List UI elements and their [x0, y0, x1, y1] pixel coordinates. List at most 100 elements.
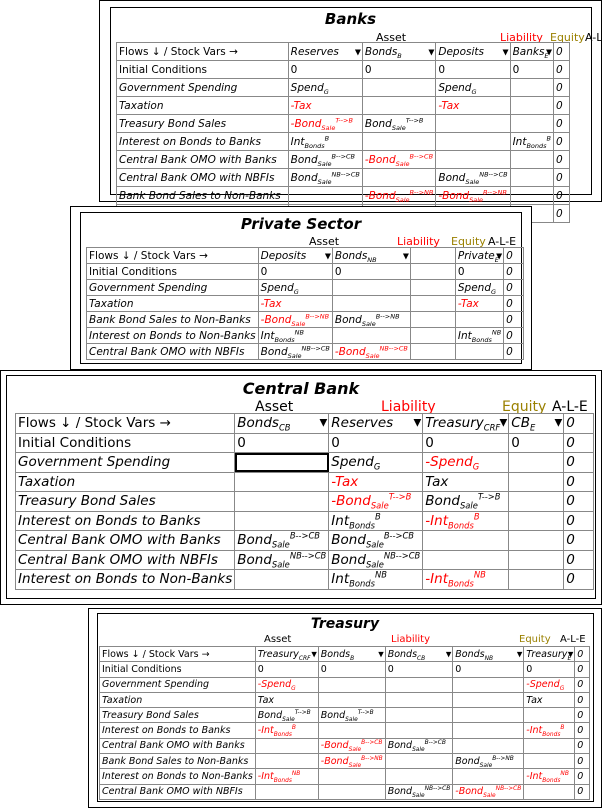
row-label[interactable]: Government Spending	[86, 279, 259, 296]
treasury-cell[interactable]: 0	[317, 661, 386, 678]
dropdown-arrow-icon[interactable]: ▼	[496, 251, 503, 260]
treasury-cell[interactable]: 0	[523, 661, 576, 678]
banks-cell[interactable]	[509, 78, 555, 97]
central-cell[interactable]: -IntBondsB	[422, 510, 510, 531]
banks-cell[interactable]: BondSaleB-->CB	[287, 150, 363, 169]
row-label[interactable]: Initial Conditions	[116, 60, 289, 79]
dropdown-arrow-icon[interactable]: ▼	[545, 47, 552, 56]
banks-cell[interactable]	[361, 78, 437, 97]
private-cell[interactable]: IntBondsNB	[257, 327, 333, 344]
treasury-c1-column-header[interactable]: TreasuryCRF ▼	[254, 645, 319, 663]
row-label[interactable]: Interest on Bonds to Non-Banks	[99, 768, 256, 785]
private-c3-column-header[interactable]: ▼	[409, 247, 456, 264]
banks-cell[interactable]: SpendG	[287, 78, 363, 97]
banks-cell[interactable]: 0	[435, 60, 511, 79]
treasury-cell[interactable]: 0	[384, 661, 454, 678]
private-c1-column-header[interactable]: Deposits ▼	[257, 247, 333, 264]
row-label[interactable]: Government Spending	[116, 78, 289, 97]
banks-cell[interactable]: -BondSaleT-->B	[287, 114, 363, 133]
private-cell[interactable]: 0	[331, 263, 411, 280]
banks-cell[interactable]: BondSaleNB-->CB	[435, 168, 511, 187]
row-label[interactable]: Central Bank OMO with NBFIs	[99, 783, 256, 800]
banks-cell[interactable]	[509, 186, 555, 205]
treasury-cell[interactable]	[384, 768, 454, 785]
treasury-cell[interactable]: -IntBondsNB	[523, 768, 576, 785]
central-cell[interactable]: IntBondsB	[328, 510, 424, 531]
private-cell[interactable]: SpendG	[454, 279, 505, 296]
banks-cell[interactable]: BondSaleT-->B	[361, 114, 437, 133]
treasury-cell[interactable]	[384, 691, 454, 709]
private-cell[interactable]	[409, 279, 456, 296]
private-cell[interactable]: -Tax	[257, 295, 333, 312]
banks-cell[interactable]	[509, 150, 555, 169]
dropdown-arrow-icon[interactable]: ▼	[311, 649, 317, 659]
private-cell[interactable]: 0	[257, 263, 333, 280]
central-cell[interactable]	[508, 530, 565, 551]
row-label[interactable]: Government Spending	[14, 452, 236, 473]
banks-c4-column-header[interactable]: BanksE ▼	[509, 42, 555, 61]
private-cell[interactable]: 0	[454, 263, 505, 280]
central-cell[interactable]	[234, 471, 330, 492]
row-label[interactable]: Treasury Bond Sales	[14, 491, 236, 512]
banks-cell[interactable]: 0	[287, 60, 363, 79]
treasury-cell[interactable]: Tax	[523, 691, 576, 709]
banks-cell[interactable]	[287, 186, 363, 205]
treasury-cell[interactable]	[384, 676, 454, 693]
row-label[interactable]: Interest on Bonds to Banks	[99, 722, 256, 739]
central-cell[interactable]	[234, 510, 330, 531]
treasury-cell[interactable]	[384, 753, 454, 770]
banks-c2-column-header[interactable]: BondsB ▼	[361, 42, 437, 61]
treasury-cell[interactable]: -BondSaleB-->CB	[317, 737, 386, 755]
row-label[interactable]: Central Bank OMO with NBFIs	[14, 549, 236, 570]
private-cell[interactable]	[331, 327, 411, 344]
central-cell[interactable]: Tax	[422, 471, 510, 492]
row-label[interactable]: Taxation	[99, 691, 256, 709]
row-label[interactable]: Interest on Bonds to Non-Banks	[14, 569, 236, 590]
banks-cell[interactable]	[435, 132, 511, 151]
private-cell[interactable]	[409, 343, 456, 360]
row-label[interactable]: Taxation	[86, 295, 259, 312]
banks-cell[interactable]	[361, 96, 437, 115]
private-cell[interactable]	[454, 311, 505, 328]
private-cell[interactable]: SpendG	[257, 279, 333, 296]
banks-cell[interactable]: -BondSaleB-->CB	[361, 150, 437, 169]
central-cell[interactable]: IntBondsNB	[328, 569, 424, 590]
dropdown-arrow-icon[interactable]: ▼	[567, 649, 574, 659]
central-cell[interactable]: BondSaleT-->B	[422, 491, 510, 512]
central-cell[interactable]	[508, 569, 565, 590]
treasury-cell[interactable]	[317, 783, 386, 800]
treasury-cell[interactable]	[452, 691, 525, 709]
banks-cell[interactable]: -BondSaleB-->NB	[435, 186, 511, 205]
central-cell[interactable]: 0	[328, 432, 424, 453]
private-cell[interactable]: IntBondsNB	[454, 327, 505, 344]
treasury-cell[interactable]	[317, 691, 386, 709]
banks-cell[interactable]: -Tax	[435, 96, 511, 115]
row-label[interactable]: Bank Bond Sales to Non-Banks	[99, 753, 256, 770]
central-cell[interactable]: -BondSaleT-->B	[328, 491, 424, 512]
treasury-cell[interactable]	[317, 722, 386, 739]
central-c4-column-header[interactable]: CBE ▼	[508, 413, 565, 434]
private-cell[interactable]	[409, 327, 456, 344]
treasury-cell[interactable]	[254, 783, 319, 800]
private-cell[interactable]	[454, 343, 505, 360]
banks-cell[interactable]	[509, 168, 555, 187]
dropdown-arrow-icon[interactable]: ▼	[428, 47, 435, 56]
private-c4-column-header[interactable]: PrivateE ▼	[454, 247, 505, 264]
row-label[interactable]: Initial Conditions	[14, 432, 236, 453]
treasury-cell[interactable]	[254, 753, 319, 770]
central-c2-column-header[interactable]: Reserves ▼	[328, 413, 424, 434]
central-cell[interactable]: 0	[508, 432, 565, 453]
dropdown-arrow-icon[interactable]: ▼	[413, 417, 422, 429]
dropdown-arrow-icon[interactable]: ▼	[319, 417, 328, 429]
central-c3-column-header[interactable]: TreasuryCRF ▼	[422, 413, 510, 434]
treasury-c2-column-header[interactable]: BondsB ▼	[317, 645, 386, 663]
banks-cell[interactable]: 0	[509, 60, 555, 79]
treasury-cell[interactable]: 0	[254, 661, 319, 678]
banks-cell[interactable]	[509, 96, 555, 115]
central-cell[interactable]	[234, 569, 330, 590]
dropdown-arrow-icon[interactable]: ▼	[499, 417, 508, 429]
treasury-cell[interactable]: BondSaleB-->NB	[452, 753, 525, 770]
treasury-cell[interactable]	[452, 676, 525, 693]
central-cell[interactable]	[508, 549, 565, 570]
banks-c3-column-header[interactable]: Deposits ▼	[435, 42, 511, 61]
